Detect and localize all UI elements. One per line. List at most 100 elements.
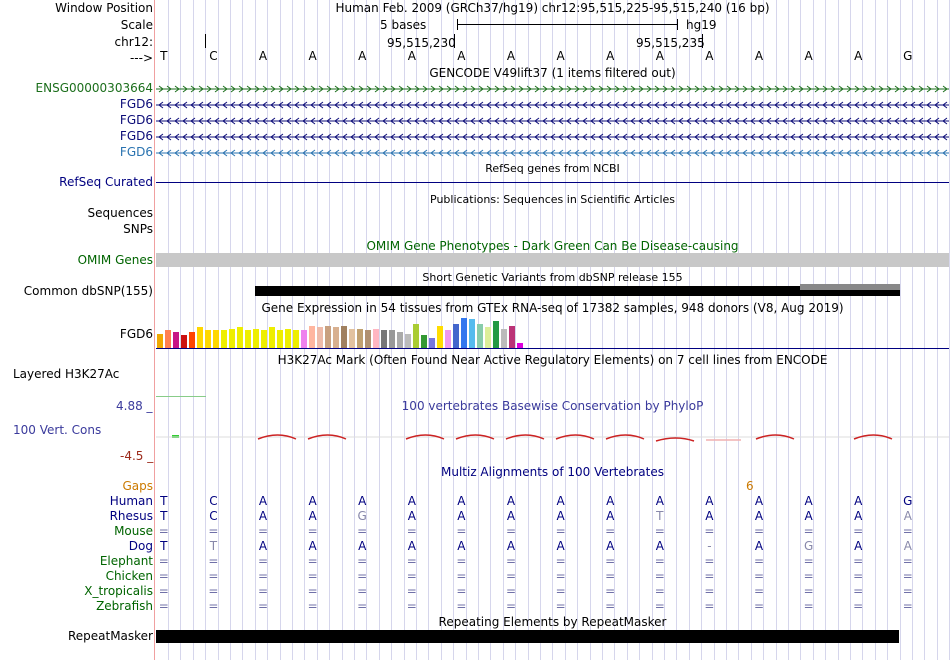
gtex-tissue-bar[interactable] [493,321,499,348]
multiz-species-label[interactable]: Chicken [105,569,153,583]
gtex-tissue-bar[interactable] [261,330,267,348]
gtex-tissue-bar[interactable] [285,329,291,348]
gtex-tissue-bar[interactable] [413,324,419,348]
gtex-tissue-bar[interactable] [213,330,219,348]
gtex-tissue-bar[interactable] [349,329,355,348]
gtex-tissue-bar[interactable] [237,327,243,348]
grid-line [738,0,739,660]
multiz-species-label[interactable]: Elephant [99,554,153,568]
gtex-tissue-bar[interactable] [405,334,411,348]
grid-line [590,0,591,660]
gtex-tissue-bar[interactable] [509,326,515,348]
gtex-tissue-bar[interactable] [205,330,211,348]
ruler-coord-left: 95,515,230 [387,36,456,50]
gtex-tissue-bar[interactable] [381,330,387,348]
sequence-base: C [209,49,218,63]
gtex-tissue-bar[interactable] [197,327,203,348]
repeatmasker-element[interactable] [156,630,899,643]
gtex-tissue-bar[interactable] [461,318,467,348]
gtex-tissue-bar[interactable] [317,327,323,348]
strand-arrow-right [158,85,948,93]
multiz-species-label[interactable]: Mouse [114,524,153,538]
gtex-tissue-bar[interactable] [421,335,427,348]
refseq-curated-line[interactable] [156,182,949,183]
gencode-transcript-line[interactable] [156,100,949,110]
h3k27ac-label[interactable]: Layered H3K27Ac [13,367,120,381]
gencode-transcript-label[interactable]: FGD6 [119,97,153,111]
multiz-base: = [753,524,765,538]
gtex-tissue-bar[interactable] [229,329,235,348]
gtex-tissue-bar[interactable] [517,343,523,348]
publications-sequences-label[interactable]: Sequences [87,206,153,220]
gtex-tissue-bar[interactable] [245,330,251,348]
gaps-label[interactable]: Gaps [122,479,153,493]
gtex-tissue-bar[interactable] [485,327,491,348]
multiz-species-label[interactable]: Rhesus [109,509,153,523]
multiz-base: A [556,539,565,553]
gtex-tissue-bar[interactable] [221,330,227,348]
multiz-species-label[interactable]: Zebrafish [96,599,153,613]
strand-label[interactable]: ---> [129,51,153,65]
gtex-tissue-bar[interactable] [341,326,347,348]
gtex-tissue-bar[interactable] [477,324,483,348]
gtex-tissue-bar[interactable] [181,335,187,348]
gtex-tissue-bar[interactable] [189,332,195,348]
gtex-tissue-bar[interactable] [445,330,451,348]
scale-label[interactable]: Scale [120,18,153,32]
gtex-tissue-bar[interactable] [357,329,363,348]
multiz-base: = [208,569,219,583]
omim-gene-bar[interactable] [156,253,949,267]
gencode-transcript-line[interactable] [156,84,949,94]
sequence-base: A [258,49,268,63]
gtex-tissue-bar[interactable] [397,332,403,348]
gencode-transcript-line[interactable] [156,148,949,158]
gencode-transcript-label[interactable]: FGD6 [119,113,153,127]
gtex-tissue-bar[interactable] [453,324,459,348]
gtex-tissue-bar[interactable] [293,330,299,348]
gtex-gene-label[interactable]: FGD6 [119,327,153,341]
refseq-curated-label[interactable]: RefSeq Curated [59,175,153,189]
gencode-transcript-line[interactable] [156,116,949,126]
multiz-base: = [357,554,368,568]
gtex-tissue-bar[interactable] [365,330,371,348]
dbsnp-variant-bar[interactable] [255,286,900,296]
gtex-tissue-bar[interactable] [429,338,435,348]
gencode-transcript-label[interactable]: FGD6 [119,129,153,143]
chrom-label[interactable]: chr12: [114,35,153,49]
gtex-tissue-bar[interactable] [269,327,275,348]
gtex-tissue-bar[interactable] [277,330,283,348]
multiz-base: = [555,584,566,598]
grid-line [813,0,814,660]
window-position-label[interactable]: Window Position [55,1,153,15]
gtex-tissue-bar[interactable] [389,330,395,348]
gtex-tissue-bar[interactable] [253,329,259,348]
multiz-base: = [753,584,765,598]
gencode-transcript-line[interactable] [156,132,949,142]
gtex-tissue-bar[interactable] [333,327,339,348]
gtex-tissue-bar[interactable] [501,329,507,348]
multiz-base: A [705,494,714,508]
dbsnp-label[interactable]: Common dbSNP(155) [23,284,153,298]
multiz-species-label[interactable]: Human [109,494,153,508]
cons-label[interactable]: 100 Vert. Cons [13,423,102,437]
multiz-species-label[interactable]: X_tropicalis [84,584,153,598]
gtex-tissue-bar[interactable] [165,330,171,348]
gencode-transcript-label[interactable]: FGD6 [119,145,153,159]
gtex-tissue-bar[interactable] [437,326,443,348]
snps-label[interactable]: SNPs [123,222,153,236]
multiz-base: T [160,494,168,508]
gtex-tissue-bar[interactable] [301,330,307,348]
dbsnp-variant-overlap[interactable] [800,284,900,290]
gtex-tissue-bar[interactable] [157,334,163,348]
gtex-tissue-bar[interactable] [325,326,331,348]
cons-track-title: 100 vertebrates Basewise Conservation by… [401,399,704,413]
repeatmasker-label[interactable]: RepeatMasker [67,629,153,643]
multiz-species-label[interactable]: Dog [128,539,153,553]
omim-genes-label[interactable]: OMIM Genes [77,253,153,267]
gtex-tissue-bar[interactable] [309,326,315,348]
gencode-transcript-label[interactable]: ENSG00000303664 [35,81,153,95]
gtex-tissue-bar[interactable] [173,332,179,348]
gtex-tissue-bar[interactable] [469,319,475,348]
gtex-tissue-bar[interactable] [373,329,379,348]
